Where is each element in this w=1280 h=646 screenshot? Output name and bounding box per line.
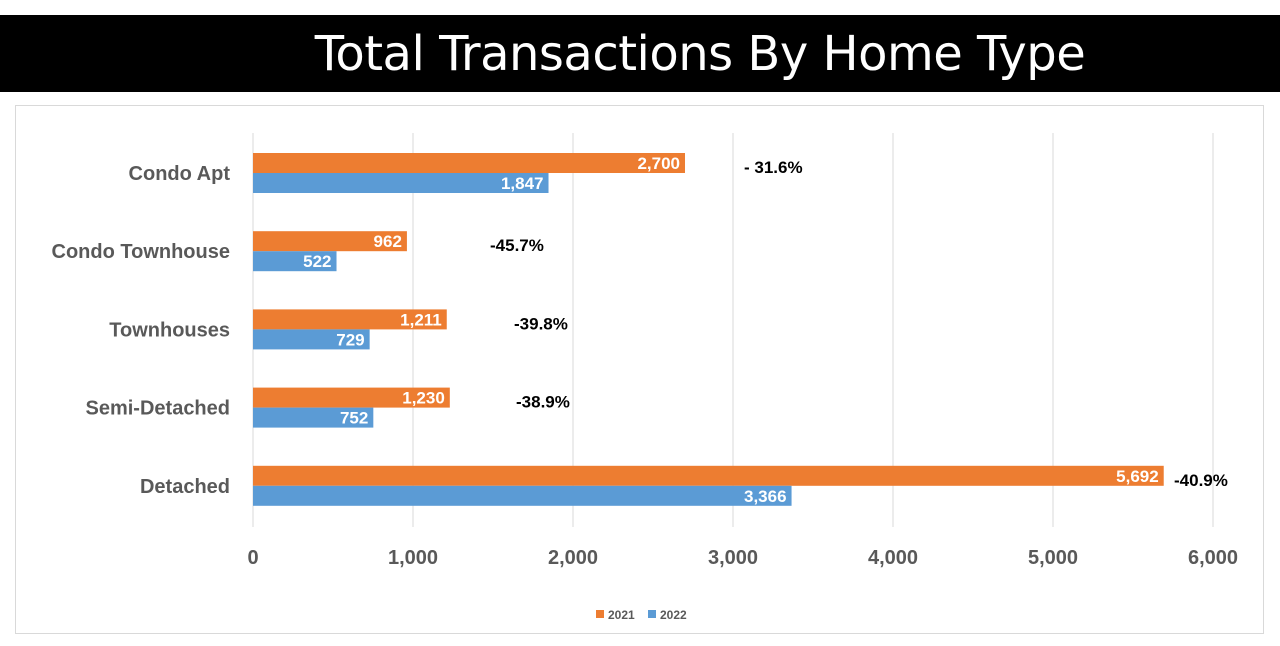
data-label: 962 <box>374 232 402 251</box>
percent-change-label: -38.9% <box>516 393 570 412</box>
percent-change-label: - 31.6% <box>744 158 803 177</box>
bar-2021[interactable] <box>253 231 407 252</box>
page-title: Total Transactions By Home Type <box>314 25 1086 82</box>
percent-change-label: -40.9% <box>1174 471 1228 490</box>
chart-frame <box>15 105 1264 634</box>
bar-2021[interactable] <box>253 153 685 173</box>
x-tick-label: 5,000 <box>1028 547 1078 569</box>
legend-swatch-2021 <box>596 610 604 618</box>
data-label: 752 <box>340 409 368 428</box>
data-label: 1,230 <box>402 389 445 408</box>
category-label: Semi-Detached <box>86 398 231 420</box>
data-label: 2,700 <box>637 154 680 173</box>
category-label: Detached <box>140 476 230 498</box>
bar-2022[interactable] <box>253 329 370 350</box>
data-label: 522 <box>303 252 331 271</box>
bar-2022[interactable] <box>253 485 792 506</box>
x-tick-label: 0 <box>247 547 258 569</box>
data-label: 1,211 <box>400 310 442 329</box>
legend-swatch-2022 <box>648 610 656 618</box>
x-tick-label: 3,000 <box>708 547 758 569</box>
data-label: 729 <box>336 330 364 349</box>
legend-label: 2022 <box>660 608 687 622</box>
legend-label: 2021 <box>608 608 635 622</box>
x-tick-label: 1,000 <box>388 547 438 569</box>
x-tick-label: 2,000 <box>548 547 598 569</box>
data-label: 1,847 <box>501 174 544 193</box>
category-label: Townhouses <box>109 319 230 341</box>
percent-change-label: -39.8% <box>514 314 568 333</box>
category-label: Condo Townhouse <box>52 241 231 263</box>
percent-change-label: -45.7% <box>490 236 544 255</box>
data-label: 3,366 <box>744 487 787 506</box>
x-tick-label: 6,000 <box>1188 547 1238 569</box>
data-label: 5,692 <box>1116 467 1159 486</box>
bar-2021[interactable] <box>253 387 450 408</box>
bar-2021[interactable] <box>253 309 447 330</box>
title-bar: Total Transactions By Home Type <box>0 15 1280 92</box>
bar-2021[interactable] <box>253 465 1164 486</box>
category-label: Condo Apt <box>129 163 231 185</box>
bar-2022[interactable] <box>253 407 374 428</box>
x-tick-label: 4,000 <box>868 547 918 569</box>
bar-2022[interactable] <box>253 251 337 272</box>
bar-2022[interactable] <box>253 173 549 193</box>
